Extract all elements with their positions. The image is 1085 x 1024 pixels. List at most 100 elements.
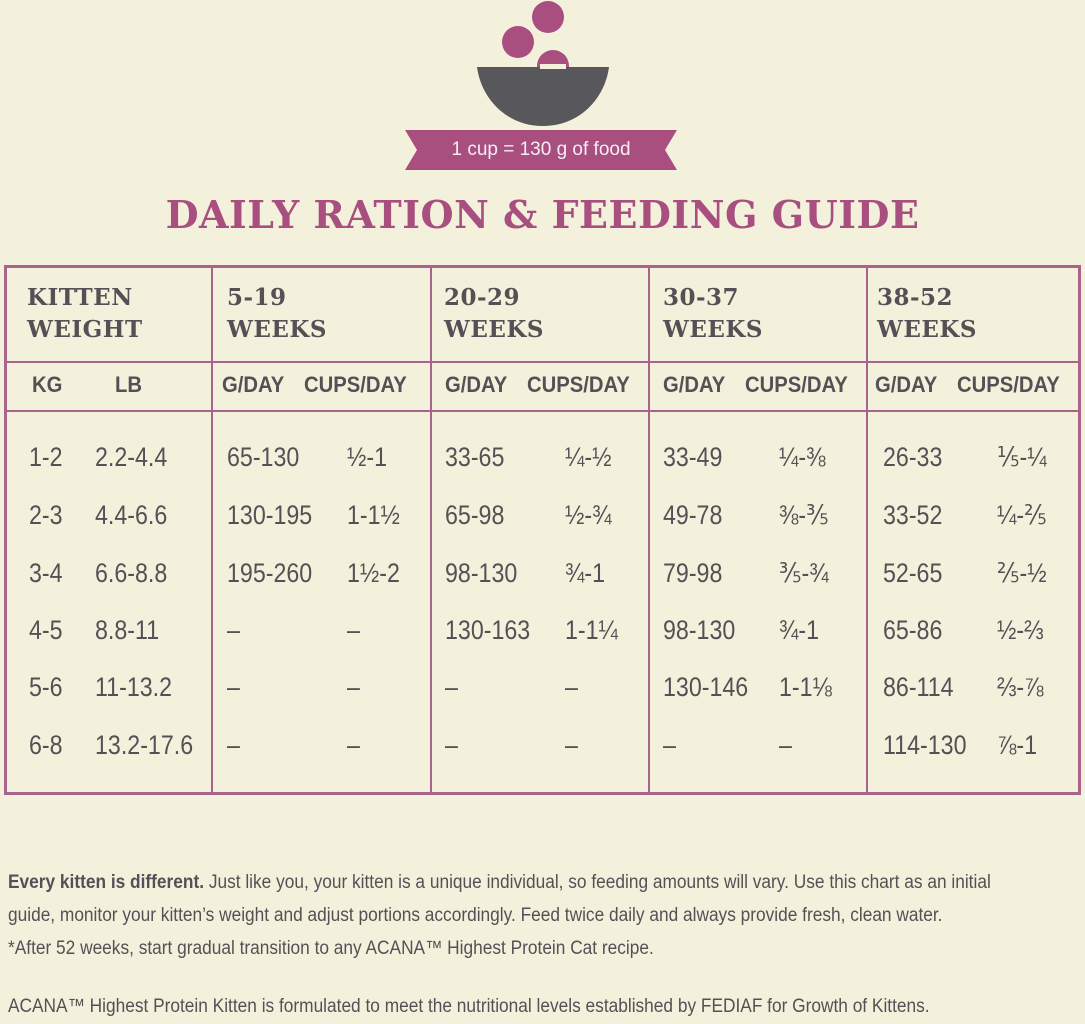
note-bold-intro: Every kitten is different. bbox=[8, 872, 205, 893]
cups-day-cell: ¾-1 bbox=[779, 615, 820, 645]
g-day-cell: – bbox=[227, 615, 240, 645]
cups-day-cell: ¼-⅖ bbox=[997, 500, 1047, 530]
cups-day-header: CUPS/DAY bbox=[745, 372, 848, 397]
g-day-cell: 114-130 bbox=[883, 730, 967, 760]
g-day-cell: 130-163 bbox=[445, 615, 531, 645]
lb-cell: 2.2-4.4 bbox=[95, 442, 168, 472]
cups-day-cell: – bbox=[347, 672, 360, 702]
g-day-cell: 79-98 bbox=[663, 558, 723, 588]
cups-day-cell: ⅜-⅗ bbox=[779, 500, 829, 530]
age-group-range: 20-29 bbox=[444, 284, 521, 311]
cups-day-header: CUPS/DAY bbox=[304, 372, 407, 397]
note-line-1-text: Just like you, your kitten is a unique i… bbox=[204, 872, 991, 893]
kg-cell: 4-5 bbox=[29, 615, 63, 645]
page-title: DAILY RATION & FEEDING GUIDE bbox=[165, 192, 920, 237]
g-day-cell: 195-260 bbox=[227, 558, 313, 588]
age-group-range: 30-37 bbox=[663, 284, 740, 311]
age-group-header: 30-37 WEEKS bbox=[663, 282, 763, 346]
g-day-cell: 86-114 bbox=[883, 672, 954, 702]
g-day-cell: – bbox=[227, 672, 240, 702]
lb-cell: 4.4-6.6 bbox=[95, 500, 168, 530]
g-day-cell: 98-130 bbox=[663, 615, 736, 645]
footer-note: ACANA™ Highest Protein Kitten is formula… bbox=[8, 990, 1078, 1023]
feeding-notes-text: Every kitten is different. Just like you… bbox=[8, 866, 1077, 965]
food-ball-icon bbox=[502, 26, 534, 58]
cups-day-cell: ⅖-½ bbox=[997, 558, 1047, 588]
cups-day-cell: ⅗-¾ bbox=[779, 558, 829, 588]
g-day-cell: 65-130 bbox=[227, 442, 300, 472]
note-line-2: guide, monitor your kitten’s weight and … bbox=[8, 905, 943, 926]
feeding-guide-table: KITTEN WEIGHT 5-19 WEEKS 20-29 WEEKS 30-… bbox=[4, 265, 1081, 795]
g-day-cell: – bbox=[663, 730, 676, 760]
cups-day-cell: – bbox=[779, 730, 792, 760]
footer-note-text: ACANA™ Highest Protein Kitten is formula… bbox=[8, 996, 930, 1017]
lb-cell: 6.6-8.8 bbox=[95, 558, 168, 588]
lb-cell: 13.2-17.6 bbox=[95, 730, 194, 760]
cups-day-cell: ½-¾ bbox=[565, 500, 612, 530]
lb-header: LB bbox=[115, 372, 142, 397]
cups-day-cell: ½-⅔ bbox=[997, 615, 1044, 645]
column-divider bbox=[648, 268, 650, 792]
cups-day-cell: ⅞-1 bbox=[997, 730, 1038, 760]
g-day-header: G/DAY bbox=[445, 372, 508, 397]
kg-cell: 1-2 bbox=[29, 442, 63, 472]
g-day-header: G/DAY bbox=[663, 372, 726, 397]
cups-day-cell: ½-1 bbox=[347, 442, 388, 472]
cups-day-cell: 1-1¼ bbox=[565, 615, 618, 645]
cups-day-cell: 1-1½ bbox=[347, 500, 400, 530]
bowl-rim-gap bbox=[540, 64, 566, 69]
g-day-cell: 130-195 bbox=[227, 500, 313, 530]
age-group-header: 5-19 WEEKS bbox=[227, 282, 327, 346]
g-day-cell: 98-130 bbox=[445, 558, 518, 588]
lb-cell: 8.8-11 bbox=[95, 615, 160, 645]
cups-day-cell: – bbox=[565, 672, 578, 702]
note-line-1: Every kitten is different. Just like you… bbox=[8, 866, 1077, 899]
feeding-notes: Every kitten is different. Just like you… bbox=[8, 866, 1078, 965]
food-bowl-logo bbox=[477, 1, 609, 126]
kg-cell: 3-4 bbox=[29, 558, 63, 588]
age-group-range: 5-19 bbox=[227, 284, 287, 311]
age-group-unit: WEEKS bbox=[877, 316, 977, 343]
weight-header-line2: WEIGHT bbox=[27, 316, 143, 343]
portion-banner-text: 1 cup = 130 g of food bbox=[451, 139, 631, 160]
note-line-3: *After 52 weeks, start gradual transitio… bbox=[8, 938, 654, 959]
cups-day-cell: ¼-⅜ bbox=[779, 442, 826, 472]
cups-day-cell: ¾-1 bbox=[565, 558, 606, 588]
age-group-range: 38-52 bbox=[877, 284, 954, 311]
food-ball-icon bbox=[532, 1, 564, 33]
age-group-unit: WEEKS bbox=[227, 316, 327, 343]
age-group-header: 38-52 WEEKS bbox=[877, 282, 977, 346]
column-divider bbox=[211, 268, 213, 792]
cups-day-cell: ¼-½ bbox=[565, 442, 612, 472]
kg-cell: 2-3 bbox=[29, 500, 63, 530]
g-day-cell: 33-65 bbox=[445, 442, 505, 472]
g-day-cell: – bbox=[445, 672, 458, 702]
lb-cell: 11-13.2 bbox=[95, 672, 173, 702]
g-day-cell: 49-78 bbox=[663, 500, 723, 530]
age-group-unit: WEEKS bbox=[663, 316, 763, 343]
g-day-cell: 26-33 bbox=[883, 442, 943, 472]
g-day-cell: 65-98 bbox=[445, 500, 505, 530]
header-divider bbox=[7, 361, 1078, 363]
column-divider bbox=[866, 268, 868, 792]
cups-day-header: CUPS/DAY bbox=[527, 372, 630, 397]
cups-day-header: CUPS/DAY bbox=[957, 372, 1060, 397]
cups-day-cell: ⅔-⅞ bbox=[997, 672, 1044, 702]
cups-day-cell: ⅕-¼ bbox=[997, 442, 1047, 472]
kg-cell: 6-8 bbox=[29, 730, 63, 760]
kg-cell: 5-6 bbox=[29, 672, 63, 702]
cups-day-cell: 1-1⅛ bbox=[779, 672, 832, 702]
age-group-header: 20-29 WEEKS bbox=[444, 282, 544, 346]
subheader-divider bbox=[7, 410, 1078, 412]
g-day-cell: 130-146 bbox=[663, 672, 749, 702]
g-day-cell: 65-86 bbox=[883, 615, 943, 645]
cups-day-cell: – bbox=[565, 730, 578, 760]
g-day-cell: 52-65 bbox=[883, 558, 943, 588]
age-group-unit: WEEKS bbox=[444, 316, 544, 343]
g-day-cell: 33-52 bbox=[883, 500, 943, 530]
g-day-header: G/DAY bbox=[875, 372, 938, 397]
g-day-cell: – bbox=[445, 730, 458, 760]
g-day-header: G/DAY bbox=[222, 372, 285, 397]
kg-header: KG bbox=[32, 372, 63, 397]
bowl-icon bbox=[477, 67, 609, 126]
